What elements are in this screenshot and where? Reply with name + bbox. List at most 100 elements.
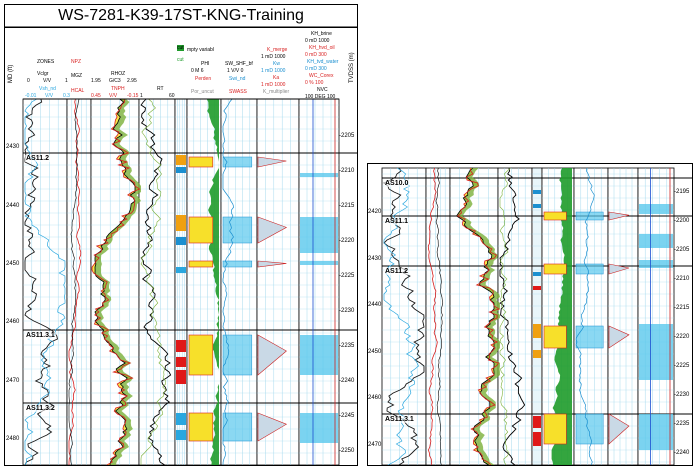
reservoir-pad	[188, 260, 214, 268]
sw-scale: 1 V/V 0	[227, 68, 244, 74]
zone-label: AS11.2	[25, 155, 50, 162]
tvd-depth-tick: -2250	[339, 447, 355, 454]
npz-curve-name: NPZ	[71, 59, 81, 65]
zone-label: AS11.3.2	[25, 405, 56, 412]
side-tvd-depth-tick: -2210	[674, 275, 690, 282]
kh-block	[300, 217, 338, 253]
rhoz-scale-left: 1.95	[91, 78, 101, 84]
kmerge-title: K_merge	[267, 47, 288, 53]
md-depth-tick: 2430	[6, 144, 20, 151]
zone-label: AS10.0	[384, 180, 410, 187]
secondary-log-canvas[interactable]	[368, 164, 692, 465]
side-tvd-depth-tick: -2225	[674, 363, 690, 370]
zone-label: AS11.1	[384, 218, 409, 225]
side-tvd-depth-tick: -2230	[674, 392, 690, 399]
cut-flag	[176, 155, 186, 165]
reservoir-pad	[543, 263, 567, 275]
tvd-depth-tick: -2205	[339, 132, 355, 139]
track-frame	[449, 167, 499, 465]
zones-track-title: ZONES	[37, 59, 55, 65]
phi-fill	[551, 168, 572, 465]
side-tvd-depth-tick: -2240	[674, 450, 690, 457]
cut-flag	[176, 340, 186, 352]
tnph-scale-unit: V/V	[109, 93, 118, 99]
vsh-curve-name: Vsh_nd	[39, 86, 56, 92]
zone-label: AS11.3.1	[384, 416, 415, 423]
sw-fill	[222, 216, 253, 244]
main-log-canvas[interactable]	[5, 5, 357, 465]
vsh-scale-unit: V/V	[45, 93, 54, 99]
mgz-curve	[435, 167, 444, 465]
permeability-spike	[257, 216, 288, 244]
kh-block	[300, 173, 338, 177]
rt-scale-right: 60	[169, 93, 175, 99]
rhoz-curve	[456, 167, 495, 465]
cut-flag	[176, 357, 186, 367]
rt-curve	[499, 167, 526, 465]
kh-oil-curve-name: KH_hvd_oil	[309, 45, 335, 51]
track-frame	[298, 98, 340, 465]
tnph-curve	[456, 167, 500, 465]
cut-flag	[176, 370, 186, 384]
side-tvd-depth-tick: -2215	[674, 304, 690, 311]
tnph-scale-left: 0.45	[91, 93, 101, 99]
rt-curve-name: RT	[157, 86, 164, 92]
sw-fill	[222, 156, 253, 168]
wc-corex-scale: 0 % 100	[305, 80, 324, 86]
cut-flag	[533, 324, 541, 338]
sw-fill	[222, 260, 253, 268]
side-md-depth-tick: 2470	[368, 441, 382, 448]
gr-curve	[383, 167, 425, 465]
cut-flag	[533, 286, 541, 290]
sw-fill	[222, 412, 253, 442]
tvd-depth-tick: -2245	[339, 412, 355, 419]
kw-curve-name: Kw	[273, 61, 280, 67]
mgz-curve	[68, 98, 80, 465]
kh-water-scale: 0 mD 300	[305, 66, 327, 72]
side-md-depth-tick: 2420	[368, 209, 382, 216]
sw-fill	[575, 413, 604, 445]
md-depth-tick: 2440	[6, 202, 20, 209]
secondary-log-panel[interactable]: 2420 2430 2440 2450 2460 2470 -2195 -2200 -2205…	[367, 163, 693, 466]
kh-block	[639, 414, 673, 450]
nvc-scale: 100 DEG 100	[305, 94, 336, 100]
vclgr-scale-right: 1	[65, 78, 68, 84]
vsh-curve	[383, 167, 419, 465]
permeability-spike	[608, 211, 630, 221]
tvd-depth-tick: -2210	[339, 167, 355, 174]
permeability-spike	[257, 334, 287, 376]
reservoir-pad	[543, 211, 567, 221]
swass-curve-name: SWASS	[229, 89, 247, 95]
perden-curve-name: Perden	[195, 76, 212, 82]
md-depth-tick: 2470	[6, 377, 20, 384]
reservoir-pad	[543, 325, 567, 349]
track-frame	[425, 167, 451, 465]
kh-block	[639, 324, 673, 348]
sw-fill	[575, 325, 604, 349]
kh-block	[639, 260, 673, 268]
side-tvd-depth-tick: -2235	[674, 421, 690, 428]
tnph-scale-right: -0.15	[127, 93, 139, 99]
permeability-spike	[257, 156, 287, 168]
nvc-curve-name: NVC	[317, 87, 328, 93]
rt-shallow-curve	[140, 98, 167, 465]
cut-flag	[533, 204, 541, 208]
main-log-panel[interactable]: WS-7281-K39-17ST-KNG-Training MD (ft) TV…	[4, 4, 358, 466]
cut-flag	[176, 413, 186, 425]
cut-label-2: cut	[177, 57, 184, 63]
kmerge-scale: 1 mD 1000	[261, 54, 286, 60]
kw-scale: 1 mD 1000	[261, 68, 286, 74]
reservoir-pad	[188, 156, 214, 168]
vclgr-scale-left: 0	[27, 78, 30, 84]
cut-flag	[176, 430, 186, 440]
kh-brine-title: KH_brine	[311, 31, 332, 37]
kh-block	[300, 335, 338, 375]
ka-curve-name: Ka	[273, 75, 280, 81]
tnph-curve	[91, 98, 141, 465]
side-md-depth-tick: 2430	[368, 255, 382, 262]
phi-track-title: mpty variabl	[187, 47, 214, 53]
kh-block	[300, 261, 338, 265]
reservoir-pad	[543, 413, 567, 445]
hcal-curve-name: HCAL	[71, 88, 85, 94]
track-frame	[381, 167, 427, 465]
